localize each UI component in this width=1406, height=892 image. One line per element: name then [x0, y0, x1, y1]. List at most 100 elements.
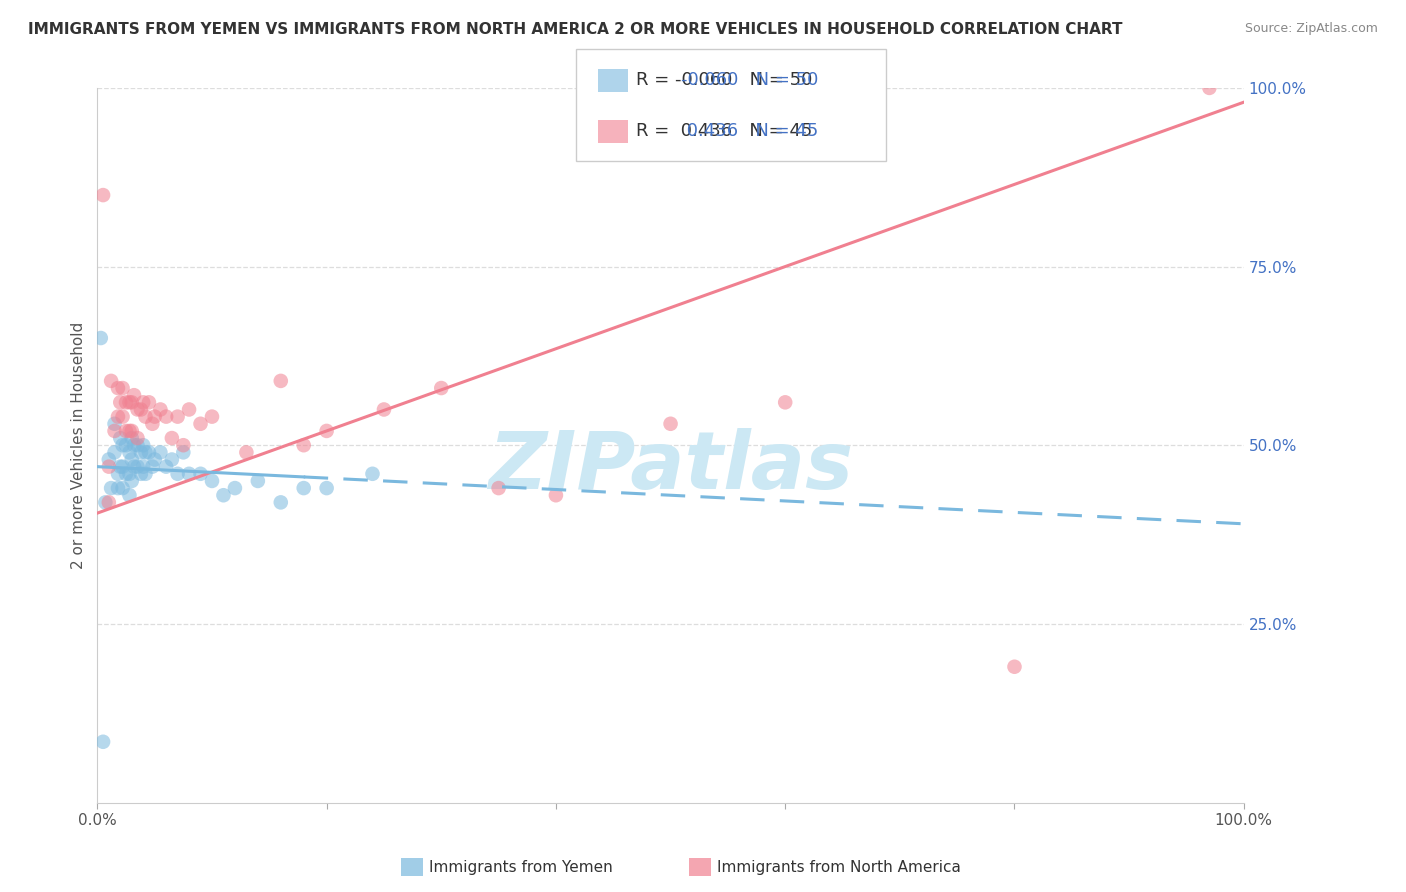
Point — [121, 474, 143, 488]
Point — [111, 409, 134, 424]
Point — [166, 409, 188, 424]
Point — [292, 481, 315, 495]
Point — [118, 445, 141, 459]
Point — [111, 459, 134, 474]
Point — [134, 409, 156, 424]
Text: ZIPatlas: ZIPatlas — [488, 427, 853, 506]
Point — [110, 459, 132, 474]
Point — [122, 459, 145, 474]
Point — [129, 467, 152, 481]
Y-axis label: 2 or more Vehicles in Household: 2 or more Vehicles in Household — [72, 322, 86, 569]
Point — [115, 467, 138, 481]
Text: R = -0.060   N = 50: R = -0.060 N = 50 — [636, 71, 811, 89]
Point — [121, 424, 143, 438]
Point — [121, 431, 143, 445]
Point — [235, 445, 257, 459]
Point — [177, 402, 200, 417]
Point — [1004, 659, 1026, 673]
Point — [118, 424, 141, 438]
Point — [118, 467, 141, 481]
Text: Source: ZipAtlas.com: Source: ZipAtlas.com — [1244, 22, 1378, 36]
Point — [91, 735, 114, 749]
Point — [141, 417, 163, 431]
Point — [201, 409, 224, 424]
Point — [103, 424, 125, 438]
Point — [127, 402, 149, 417]
Point — [160, 431, 183, 445]
Text: Immigrants from Yemen: Immigrants from Yemen — [429, 860, 613, 874]
Point — [127, 431, 149, 445]
Point — [212, 488, 235, 502]
Point — [659, 417, 682, 431]
Point — [155, 409, 177, 424]
Point — [97, 459, 120, 474]
Point — [143, 409, 166, 424]
Point — [132, 438, 155, 452]
Point — [107, 381, 129, 395]
Point — [143, 452, 166, 467]
Point — [129, 445, 152, 459]
Point — [172, 438, 194, 452]
Point — [270, 374, 292, 388]
Point — [121, 452, 143, 467]
Point — [544, 488, 567, 502]
Point — [91, 188, 114, 202]
Point — [190, 467, 212, 481]
Point — [118, 395, 141, 409]
Point — [111, 481, 134, 495]
Point — [115, 395, 138, 409]
Point — [122, 388, 145, 402]
Point — [97, 495, 120, 509]
Point — [103, 417, 125, 431]
Point — [315, 424, 337, 438]
Point — [160, 452, 183, 467]
Point — [127, 459, 149, 474]
Point — [201, 474, 224, 488]
Point — [107, 481, 129, 495]
Point — [90, 331, 112, 345]
Point — [103, 445, 125, 459]
Point — [118, 488, 141, 502]
Point — [166, 467, 188, 481]
Point — [373, 402, 395, 417]
Text: -0.060   N = 50: -0.060 N = 50 — [681, 71, 818, 89]
Point — [110, 395, 132, 409]
Point — [315, 481, 337, 495]
Point — [134, 467, 156, 481]
Point — [100, 374, 122, 388]
Text: 0.436   N = 45: 0.436 N = 45 — [681, 122, 818, 140]
Point — [107, 409, 129, 424]
Point — [121, 395, 143, 409]
Point — [141, 459, 163, 474]
Point — [190, 417, 212, 431]
Point — [134, 445, 156, 459]
Point — [292, 438, 315, 452]
Text: R =  0.436   N = 45: R = 0.436 N = 45 — [636, 122, 811, 140]
Point — [138, 395, 160, 409]
Point — [488, 481, 510, 495]
Point — [149, 402, 172, 417]
Point — [127, 438, 149, 452]
Point — [115, 438, 138, 452]
Point — [155, 459, 177, 474]
Point — [246, 474, 269, 488]
Point — [177, 467, 200, 481]
Point — [122, 438, 145, 452]
Point — [110, 431, 132, 445]
Point — [138, 445, 160, 459]
Point — [129, 402, 152, 417]
Point — [1198, 81, 1220, 95]
Point — [132, 395, 155, 409]
Point — [111, 438, 134, 452]
Text: IMMIGRANTS FROM YEMEN VS IMMIGRANTS FROM NORTH AMERICA 2 OR MORE VEHICLES IN HOU: IMMIGRANTS FROM YEMEN VS IMMIGRANTS FROM… — [28, 22, 1122, 37]
Point — [107, 467, 129, 481]
Point — [361, 467, 384, 481]
Point — [97, 452, 120, 467]
Point — [172, 445, 194, 459]
Point — [115, 424, 138, 438]
Point — [430, 381, 453, 395]
Point — [149, 445, 172, 459]
Point — [773, 395, 796, 409]
Point — [132, 459, 155, 474]
Point — [100, 481, 122, 495]
